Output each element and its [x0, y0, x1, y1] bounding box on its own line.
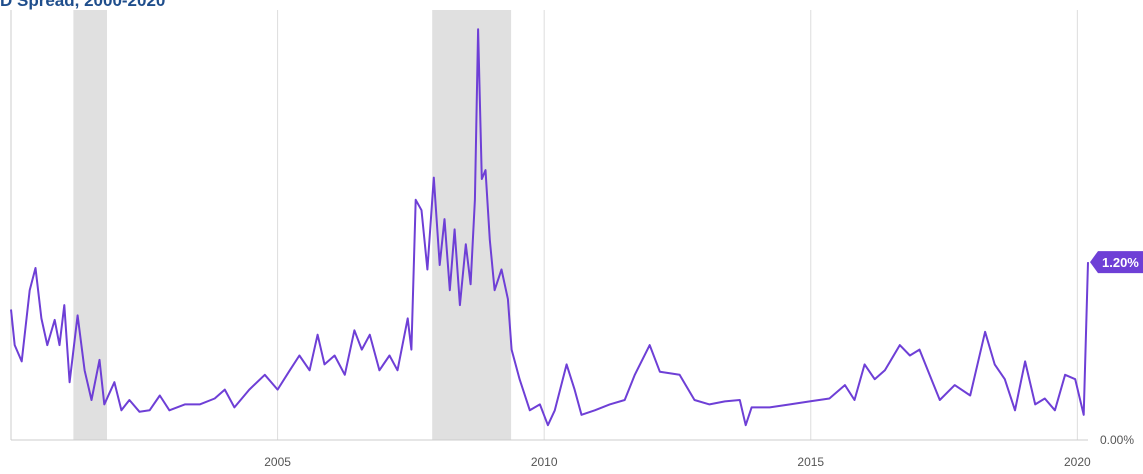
data-line: [10, 28, 1089, 427]
chart-title: D Spread, 2000-2020: [0, 0, 165, 10]
y-tick-label: 0.00%: [1100, 433, 1134, 447]
end-label-text: 1.20%: [1102, 255, 1139, 270]
x-tick-label: 2020: [1064, 455, 1091, 469]
x-tick-label: 2010: [531, 455, 558, 469]
background-layer: [10, 10, 1088, 441]
end-label-tag: [1090, 251, 1143, 274]
x-tick-label: 2015: [797, 455, 824, 469]
x-tick-label: 2005: [264, 455, 291, 469]
main-layer: 2005 2010 2015 2020 0.00% 1.20%: [10, 28, 1143, 469]
